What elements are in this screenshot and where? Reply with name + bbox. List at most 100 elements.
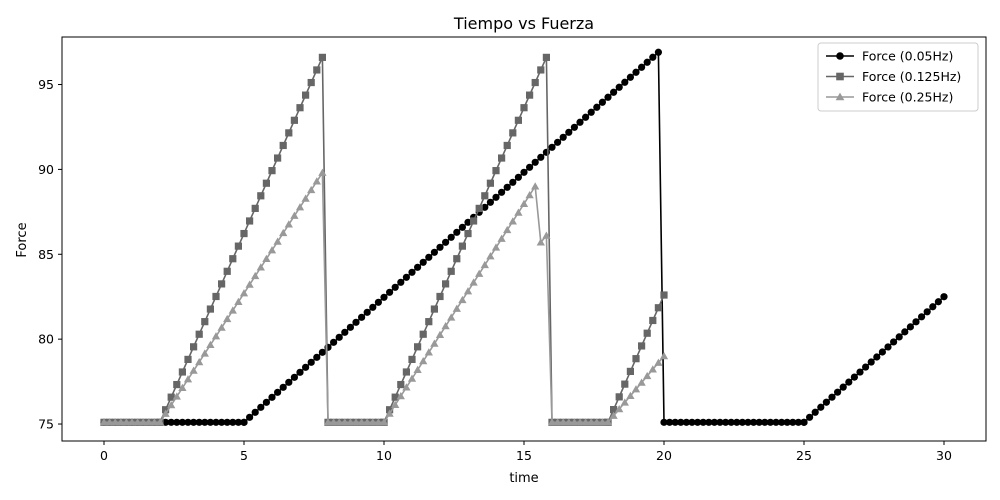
x-tick-label: 5 [240,448,248,463]
data-point [290,211,299,219]
data-point [632,68,640,76]
data-point [593,103,601,111]
data-point [464,229,472,238]
data-point [800,418,808,426]
data-point [710,418,719,426]
data-point [419,357,428,365]
data-point [481,203,489,211]
data-point [923,308,931,316]
data-point [615,393,623,401]
data-point [531,182,540,190]
data-point [660,418,668,426]
data-point [850,373,859,381]
x-axis: 0 5 10 15 20 25 30 [100,441,952,463]
data-point [934,298,943,306]
data-point [397,278,405,286]
legend-item: Force (0.25Hz) [826,90,953,105]
data-point [654,358,663,366]
data-point [761,418,769,426]
data-point [464,218,472,226]
data-point [536,238,545,246]
data-point [436,292,444,301]
data-point [369,303,377,311]
data-point [122,418,131,426]
data-point [346,323,354,331]
data-point [234,418,242,426]
data-point [553,418,562,426]
data-point [296,104,304,112]
data-point [918,313,926,321]
data-point [262,254,271,262]
data-point [218,418,226,426]
data-point [565,128,573,136]
data-point [822,398,831,406]
data-point [475,269,484,277]
data-point [374,298,382,306]
data-point [570,418,579,426]
data-point [262,179,270,187]
data-point [363,418,372,426]
data-point [190,418,198,426]
data-point [789,418,797,426]
x-axis-title: time [509,471,538,486]
data-point [246,413,254,421]
data-point [666,418,674,426]
data-point [290,373,298,381]
data-point [407,374,417,382]
data-point [391,283,399,291]
data-point [341,328,349,336]
data-point [189,366,198,374]
data-point [890,338,898,346]
data-point [486,198,494,206]
data-point [285,129,293,137]
data-point [441,322,450,330]
data-point [285,378,293,386]
data-point [626,73,635,81]
data-point [296,368,304,376]
data-point [195,418,203,426]
data-point [648,365,657,373]
data-point [116,418,125,426]
data-point [610,88,618,96]
data-point [492,193,500,201]
data-point [284,220,293,228]
data-point [240,418,248,426]
data-point [649,316,657,325]
data-point [330,338,338,346]
data-point [212,292,220,301]
data-point [105,418,114,426]
y-axis-title: Force [15,222,30,257]
data-point [257,403,265,411]
data-point [307,185,316,194]
data-point [778,418,786,426]
data-point [223,267,231,275]
data-point [178,418,186,426]
data-point [738,418,747,426]
data-point [346,418,355,426]
legend: Force (0.05Hz) Force (0.125Hz) Force (0.25… [817,42,979,112]
data-point [806,413,814,421]
data-point [839,383,847,391]
data-point [452,304,461,312]
data-point [223,314,232,323]
data-point [519,199,529,207]
data-point [621,78,629,86]
data-point [408,355,416,364]
data-point [878,348,887,356]
y-tick-label: 85 [38,247,54,262]
data-point [273,237,282,245]
data-point [251,271,260,280]
data-point [526,91,534,99]
data-point [425,318,433,326]
data-point [733,418,741,426]
data-point [912,318,920,326]
data-point [626,367,634,376]
data-point [480,260,489,269]
data-point [598,98,607,106]
data-point [867,358,875,366]
data-point [150,418,159,426]
data-point [229,418,237,426]
data-point [139,418,148,426]
data-point [531,158,539,166]
